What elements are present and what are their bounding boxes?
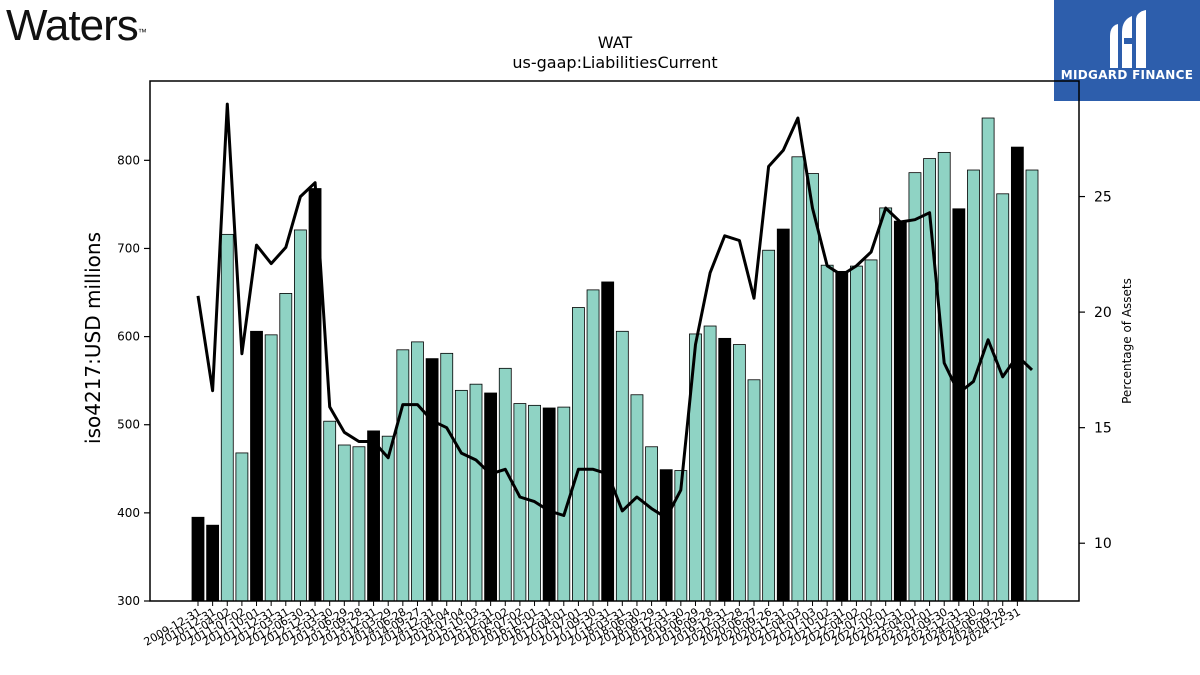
bar	[776, 228, 790, 602]
bar	[806, 173, 819, 602]
bar	[542, 407, 556, 602]
waters-logo-text: Waters	[6, 1, 139, 50]
trademark-mark: ™	[137, 27, 147, 37]
bar	[396, 349, 410, 602]
bar	[191, 516, 205, 602]
bar	[572, 307, 585, 602]
y2-tick-label: 20	[1094, 305, 1112, 321]
bar	[762, 249, 776, 602]
y-tick-label: 600	[117, 330, 140, 344]
y-tick-label: 800	[117, 153, 140, 167]
bar-group	[191, 117, 1039, 602]
bar	[323, 420, 337, 602]
percentage-line	[196, 102, 1034, 520]
bar	[718, 337, 732, 602]
midgard-logo-icon	[1110, 10, 1146, 68]
y-tick-label: 500	[117, 418, 140, 432]
bar	[250, 330, 263, 602]
bar	[337, 444, 351, 602]
bar	[937, 151, 951, 602]
bar	[469, 383, 483, 602]
bar	[484, 392, 498, 602]
plot-frame	[149, 80, 1080, 602]
bar	[615, 330, 629, 602]
bar	[864, 259, 878, 602]
bar	[645, 446, 658, 602]
bar	[850, 265, 863, 602]
bar	[791, 156, 805, 602]
bar	[601, 281, 615, 602]
y2-tick-label: 15	[1094, 421, 1112, 437]
bar	[893, 220, 907, 602]
bar	[879, 207, 893, 602]
x-axis: 2009-12-312010-12-312011-04-022011-07-02…	[142, 601, 1023, 649]
chart-title: WAT	[598, 33, 633, 52]
y-tick-label: 400	[117, 506, 140, 520]
bar	[425, 358, 439, 602]
bar	[513, 403, 527, 602]
bar	[381, 435, 395, 602]
bar	[411, 341, 424, 602]
bar	[352, 446, 366, 602]
y-tick-label: 700	[117, 241, 140, 255]
bar	[908, 172, 922, 602]
y2-tick-label: 10	[1094, 536, 1112, 552]
bar	[1025, 169, 1039, 602]
bar	[264, 334, 278, 602]
bar	[981, 117, 995, 602]
bar	[952, 208, 966, 602]
bar	[220, 233, 234, 602]
percentage-line-group	[196, 102, 1034, 520]
bar	[1010, 146, 1024, 602]
bar	[703, 325, 717, 602]
bar	[235, 452, 249, 602]
y-axis-right: 10 15 20 25	[1079, 190, 1112, 552]
y-axis-label: iso4217:USD millions	[81, 232, 105, 444]
bar	[747, 379, 761, 602]
bar	[294, 229, 307, 602]
midgard-logo-text: MIDGARD FINANCE	[1060, 68, 1194, 82]
bar	[498, 367, 512, 602]
bar	[586, 289, 600, 602]
bar	[835, 270, 849, 602]
bar	[732, 344, 746, 602]
y-axis-left: 300 400 500 600 700 800	[117, 153, 150, 608]
bar	[279, 293, 293, 602]
bar	[820, 264, 834, 602]
bar	[440, 352, 454, 602]
chart-subtitle: us-gaap:LiabilitiesCurrent	[512, 53, 717, 72]
y2-tick-label: 25	[1094, 190, 1112, 206]
bar	[659, 469, 673, 602]
bar	[367, 430, 380, 602]
waters-logo: Waters™	[6, 1, 147, 50]
y-tick-label: 300	[117, 594, 140, 608]
bar	[206, 524, 220, 602]
bar	[454, 389, 468, 602]
y2-axis-label: Percentage of Assets	[1120, 278, 1134, 404]
bar	[996, 193, 1010, 602]
